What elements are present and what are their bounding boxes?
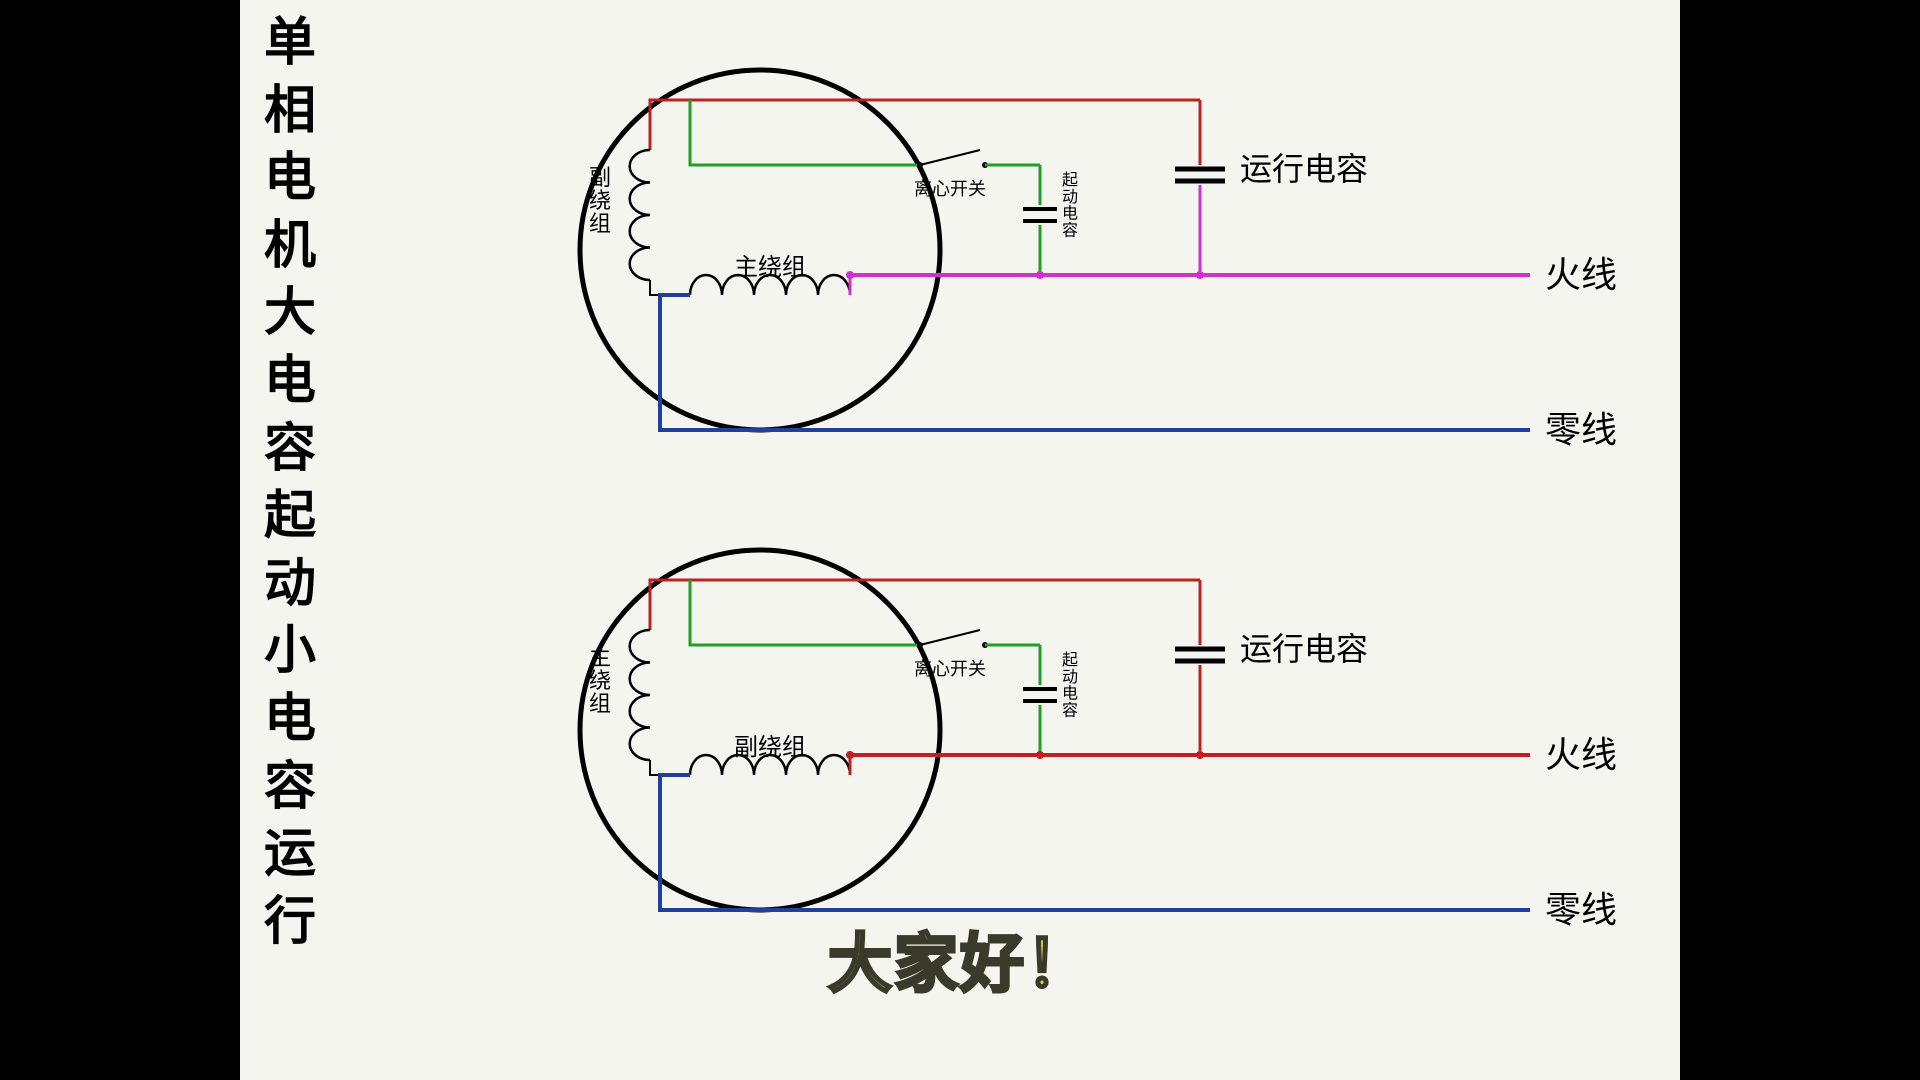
svg-text:离心开关: 离心开关 — [914, 659, 986, 679]
circuit-top: 运行电容火线零线 副绕组主绕组 离心开关 起动电容 — [580, 70, 1617, 450]
title-char: 电 — [264, 348, 316, 416]
title-char: 起 — [264, 483, 316, 551]
title-char: 相 — [264, 78, 316, 146]
svg-text:运行电容: 运行电容 — [1240, 631, 1368, 667]
svg-text:起动电容: 起动电容 — [1062, 171, 1078, 239]
title-char: 行 — [264, 889, 316, 957]
svg-text:副绕组: 副绕组 — [589, 165, 611, 236]
svg-text:零线: 零线 — [1545, 890, 1617, 930]
circuit-svg: 运行电容火线零线副绕组主绕组离心开关起动电容 运行电容火线零线主绕组副绕组离心开… — [520, 30, 1650, 1040]
title-char: 电 — [264, 686, 316, 754]
svg-text:离心开关: 离心开关 — [914, 179, 986, 199]
svg-text:火线: 火线 — [1545, 735, 1617, 775]
title-char: 动 — [264, 551, 316, 619]
svg-text:运行电容: 运行电容 — [1240, 151, 1368, 187]
svg-text:主绕组: 主绕组 — [589, 645, 611, 716]
title-char: 容 — [264, 754, 316, 822]
title-column: 单 相 电 机 大 电 容 起 动 小 电 容 运 行 — [260, 10, 320, 956]
title-char: 大 — [264, 280, 316, 348]
title-char: 运 — [264, 821, 316, 889]
title-char: 容 — [264, 416, 316, 484]
title-char: 电 — [264, 145, 316, 213]
circuit-bottom: 运行电容火线零线 主绕组副绕组 离心开关 起动电容 — [580, 550, 1617, 930]
svg-text:火线: 火线 — [1545, 255, 1617, 295]
svg-text:起动电容: 起动电容 — [1062, 651, 1078, 719]
svg-text:副绕组: 副绕组 — [734, 734, 806, 761]
diagram-container: 运行电容火线零线副绕组主绕组离心开关起动电容 运行电容火线零线主绕组副绕组离心开… — [520, 30, 1650, 1040]
svg-text:零线: 零线 — [1545, 410, 1617, 450]
subtitle-caption: 大家好！ — [828, 913, 1092, 1005]
svg-text:主绕组: 主绕组 — [734, 254, 806, 281]
title-char: 机 — [264, 213, 316, 281]
title-char: 小 — [264, 618, 316, 686]
title-char: 单 — [264, 10, 316, 78]
